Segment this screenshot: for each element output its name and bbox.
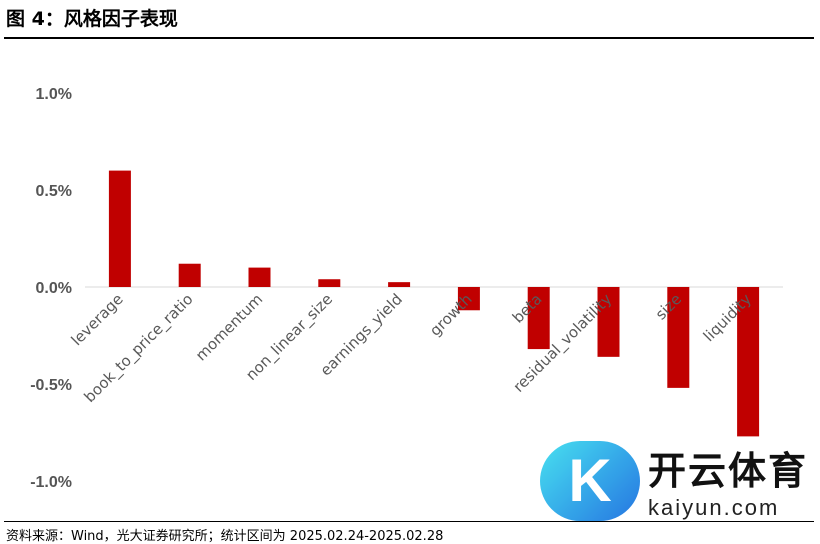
y-tick-label: 0.5% [36,183,72,200]
figure-title: 图 4：风格因子表现 [6,8,178,30]
bar-beta [527,287,550,350]
bar-momentum [248,267,271,287]
footer-divider [4,521,814,522]
title-divider [4,37,814,39]
y-tick-label: 1.0% [36,86,72,103]
x-tick-label: leverage [68,290,127,349]
watermark-cn: 开云体育 [648,449,809,493]
bar-leverage [108,170,131,287]
y-tick-label: -0.5% [30,377,72,394]
watermark-en: kaiyun.com [648,495,780,520]
y-tick-label: 0.0% [36,280,72,297]
x-tick-label: growth [426,290,476,340]
watermark-logo-icon: K [540,440,640,521]
bar-growth [457,287,480,311]
bar-size [667,287,690,388]
source-note: 资料来源：Wind，光大证券研究所；统计区间为 2025.02.24-2025.… [6,529,444,544]
bar-non_linear_size [318,279,341,287]
watermark: K 开云体育 kaiyun.com [540,440,808,521]
bar-earnings_yield [388,282,411,287]
bar-book_to_price_ratio [178,263,201,287]
bar-residual_volatility [597,287,620,357]
y-tick-label: -1.0% [30,474,72,491]
x-tick-label: momentum [192,290,266,364]
bar-liquidity [737,287,760,437]
